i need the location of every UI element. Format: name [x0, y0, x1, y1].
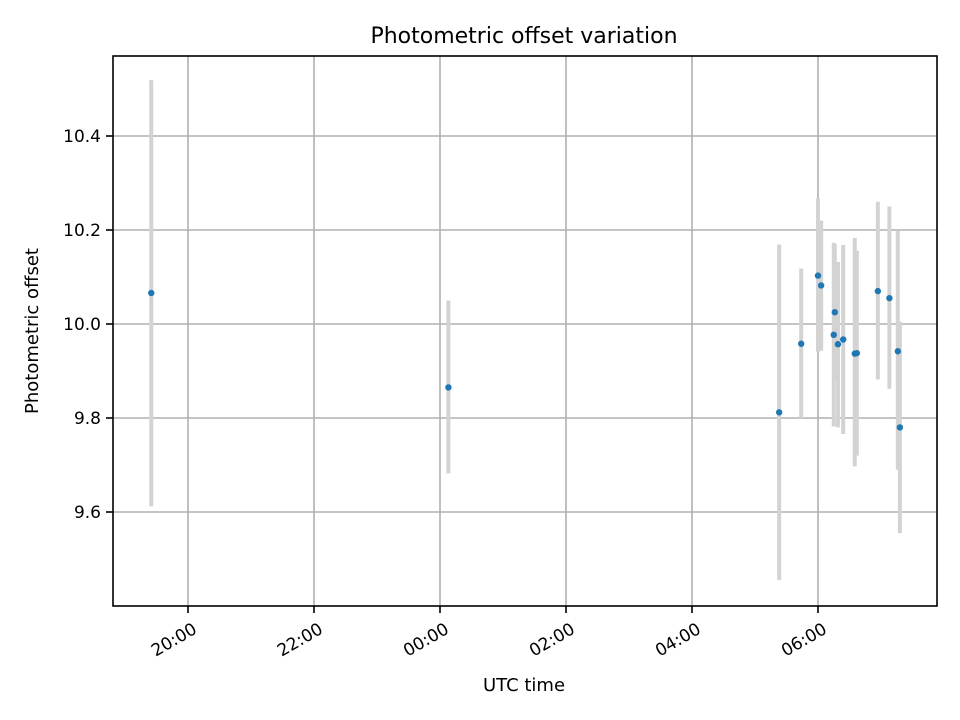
data-point: [831, 309, 838, 316]
x-tick-label: 22:00: [274, 619, 326, 661]
y-tick-label: 10.2: [63, 221, 101, 241]
data-point: [148, 289, 155, 297]
data-point: [874, 287, 882, 295]
y-axis-label: Photometric offset: [22, 248, 43, 414]
data-point: [853, 349, 861, 357]
y-tick-label: 9.6: [74, 503, 101, 523]
grid: [113, 56, 937, 606]
error-bars: [149, 80, 902, 581]
x-tick-label: 06:00: [778, 619, 830, 661]
data-point: [840, 336, 847, 343]
x-tick-label: 20:00: [148, 619, 200, 661]
x-tick-label: 02:00: [526, 619, 578, 661]
x-tick-label: 04:00: [652, 619, 704, 661]
y-tick-label: 10.0: [63, 315, 101, 335]
data-point: [896, 424, 904, 431]
data-point: [894, 348, 901, 355]
y-tick-label: 10.4: [63, 127, 101, 147]
data-point: [886, 294, 893, 302]
x-tick-label: 00:00: [400, 619, 452, 661]
data-point: [798, 340, 805, 347]
y-axis: 9.6 9.8 10.0 10.2 10.4: [63, 127, 113, 523]
x-axis: 20:00 22:00 00:00 02:00 04:00 06:00: [148, 606, 831, 661]
data-point: [830, 331, 837, 339]
data-points: [148, 272, 904, 431]
data-point: [817, 282, 825, 289]
data-point: [814, 272, 822, 279]
data-point: [834, 341, 842, 348]
data-point: [445, 384, 452, 391]
plot-frame: [112, 55, 938, 607]
data-point: [775, 409, 783, 416]
x-axis-label: UTC time: [483, 675, 565, 696]
chart-title: Photometric offset variation: [370, 24, 677, 49]
y-tick-label: 9.8: [74, 409, 101, 429]
